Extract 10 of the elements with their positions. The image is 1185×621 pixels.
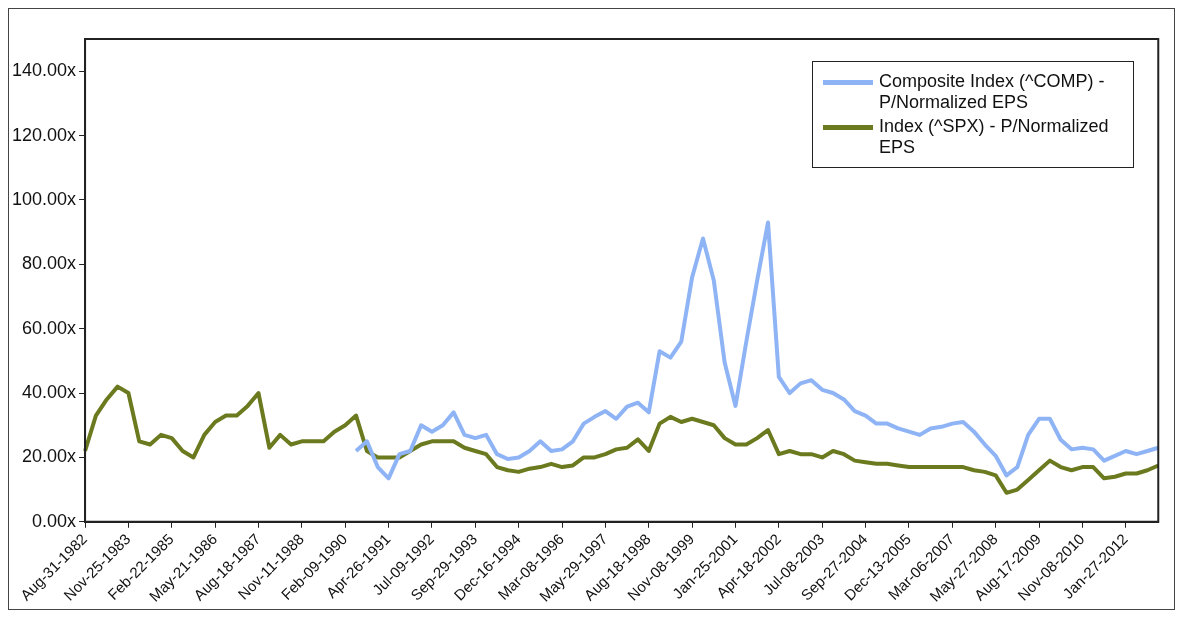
y-tick-label: 40.00x bbox=[22, 382, 77, 403]
y-tick-label: 80.00x bbox=[22, 253, 77, 274]
y-tick-label: 100.00x bbox=[11, 188, 77, 209]
y-tick-label: 140.00x bbox=[11, 60, 77, 81]
legend-label: Composite Index (^COMP) - P/Normalized EPS bbox=[879, 71, 1106, 113]
y-tick-label: 20.00x bbox=[22, 446, 77, 467]
y-tick-label: 60.00x bbox=[22, 317, 77, 338]
y-tick-label: 0.00x bbox=[32, 510, 77, 531]
legend-label: Index (^SPX) - P/Normalized EPS bbox=[879, 116, 1110, 158]
y-tick-label: 120.00x bbox=[11, 124, 77, 145]
